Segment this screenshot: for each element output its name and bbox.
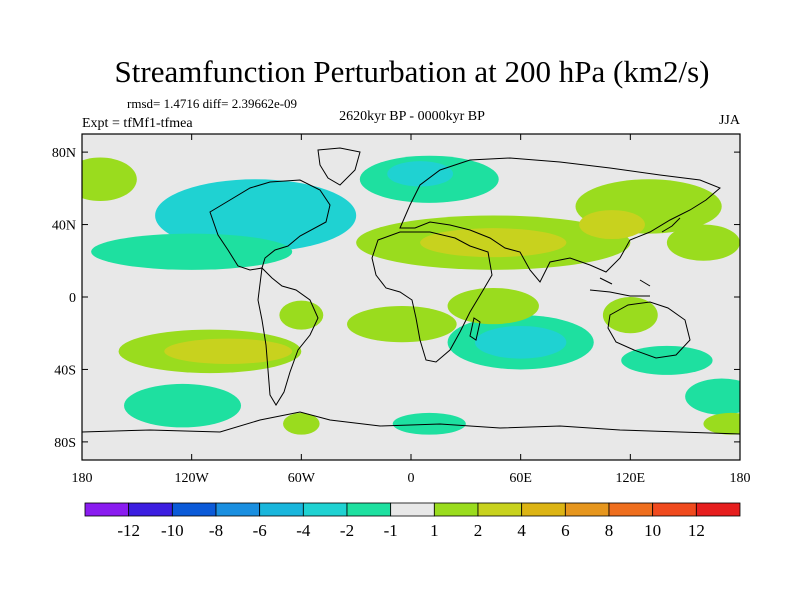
coastline-north-america <box>209 179 331 271</box>
colorbar-label: 4 <box>517 521 526 540</box>
colorbar-box <box>521 502 566 517</box>
colorbar-label: 12 <box>688 521 705 540</box>
x-tick-label: 180 <box>730 471 751 486</box>
x-tick-label: 120E <box>616 471 646 486</box>
region-south-america-high <box>279 300 324 330</box>
y-axis: 80N 40N 0 40S 80S <box>52 146 740 451</box>
region-south-atlantic-high <box>347 306 457 343</box>
colorbar-box <box>608 502 654 517</box>
region-southern-indian-core <box>474 325 567 359</box>
region-north-pacific-high <box>82 157 137 202</box>
x-tick-label: 60W <box>288 471 316 486</box>
season-label: JJA <box>719 113 741 128</box>
coastline-japan <box>661 217 681 233</box>
colorbar-label: 2 <box>474 521 483 540</box>
colorbar-box <box>128 502 173 517</box>
coastline-madagascar <box>469 317 481 341</box>
colorbar-label: 10 <box>644 521 661 540</box>
colorbar-box <box>433 502 479 517</box>
region-southern-ocean-high <box>283 412 320 435</box>
coastline-africa <box>371 231 493 363</box>
region-south-atlantic-low <box>392 412 466 435</box>
colorbar-box <box>346 502 392 517</box>
y-tick-label: 80N <box>52 146 76 161</box>
colorbar-box <box>390 502 435 517</box>
x-tick-label: 120W <box>175 471 210 486</box>
colorbar-label: 1 <box>430 521 439 540</box>
region-tropical-pacific-low <box>91 233 293 270</box>
colorbar-box <box>259 502 304 517</box>
colorbar-box <box>564 502 610 517</box>
experiment-label: Expt = tfMf1-tfmea <box>82 116 193 131</box>
y-tick-label: 40S <box>54 363 76 378</box>
x-tick-label: 0 <box>408 471 415 486</box>
chart-title: Streamfunction Perturbation at 200 hPa (… <box>115 54 710 89</box>
coastline-eurasia <box>399 157 721 283</box>
colorbar: -12 -10 -8 -6 -4 -2 -1 1 2 4 6 8 10 12 <box>84 502 741 540</box>
region-equatorial-africa-high <box>447 287 539 325</box>
x-axis: 180 120W 60W 0 60E 120E 180 <box>72 134 751 486</box>
colorbar-box <box>652 502 697 517</box>
anomaly-regions <box>82 155 740 435</box>
coastline-indonesia <box>589 277 651 297</box>
colorbar-label: -1 <box>384 521 398 540</box>
colorbar-label: -2 <box>340 521 354 540</box>
colorbar-label: -4 <box>296 521 311 540</box>
colorbar-label: -6 <box>253 521 267 540</box>
region-south-pacific-core <box>164 338 293 365</box>
colorbar-box <box>84 502 130 517</box>
colorbar-label: -10 <box>161 521 184 540</box>
colorbar-label: 6 <box>561 521 570 540</box>
region-north-atlantic-low <box>155 179 357 252</box>
y-tick-label: 80S <box>54 436 76 451</box>
region-mideast-high-core <box>420 228 567 258</box>
colorbar-box <box>215 502 261 517</box>
region-far-east-high <box>703 412 740 435</box>
coastline-australia <box>607 301 691 359</box>
y-tick-label: 0 <box>69 291 76 306</box>
stats-line: rmsd= 1.4716 diff= 2.39662e-09 <box>127 96 297 111</box>
region-west-pacific-high <box>666 224 740 261</box>
colorbar-box <box>302 502 348 517</box>
map-panel: 180 120W 60W 0 60E 120E 180 80N 40N 0 40S 80S <box>52 133 751 486</box>
coastline-south-america <box>257 266 319 406</box>
colorbar-label: -8 <box>209 521 223 540</box>
colorbar-box <box>477 502 523 517</box>
colorbar-box <box>171 502 217 517</box>
period-label: 2620kyr BP - 0000kyr BP <box>339 109 485 124</box>
coastline-greenland <box>317 147 361 186</box>
colorbar-label: -12 <box>117 521 140 540</box>
x-tick-label: 180 <box>72 471 93 486</box>
coastlines <box>81 147 741 435</box>
region-east-asia-core <box>579 210 645 240</box>
x-tick-label: 60E <box>509 471 532 486</box>
y-tick-label: 40N <box>52 219 76 234</box>
region-australia-high <box>602 297 658 334</box>
colorbar-label: 8 <box>605 521 614 540</box>
region-east-pacific-south-low <box>685 378 740 415</box>
region-south-pacific-low <box>124 383 242 428</box>
coastline-antarctica <box>81 411 741 435</box>
region-scandinavia-core <box>387 161 454 187</box>
colorbar-box <box>695 502 741 517</box>
